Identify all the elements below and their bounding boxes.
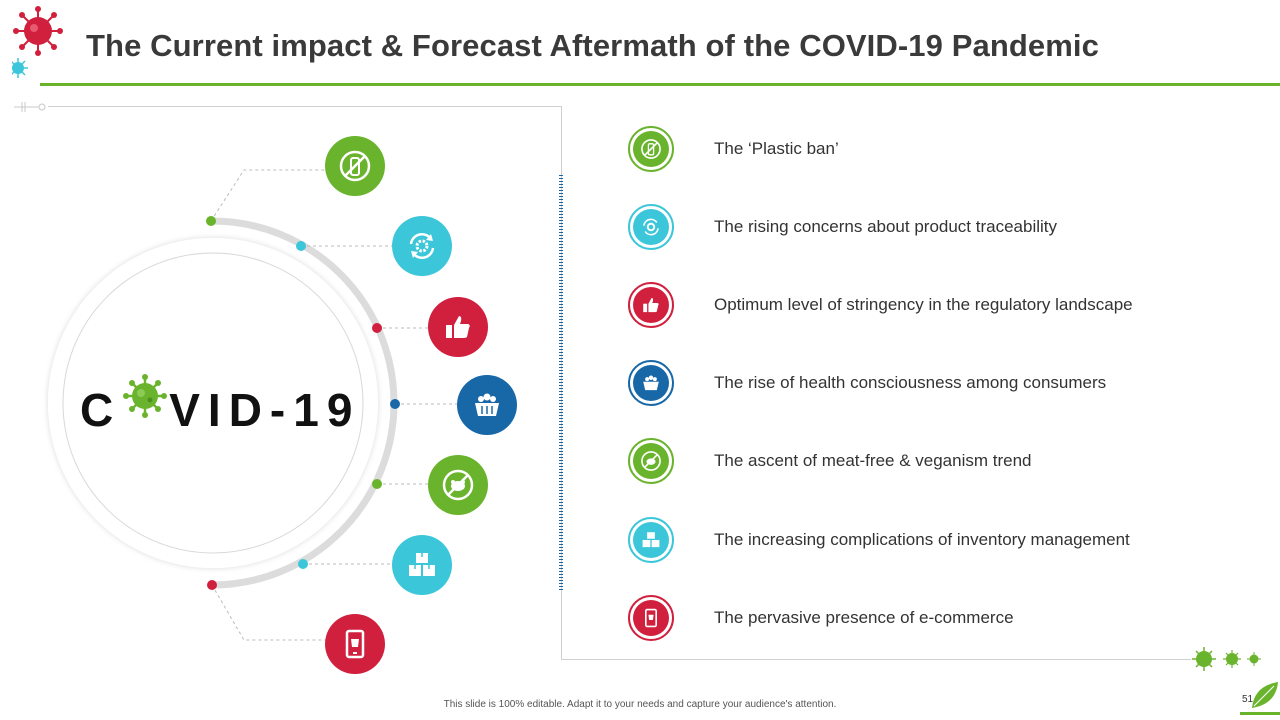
list-item-label: The increasing complications of inventor… (714, 530, 1130, 549)
no-meat-icon (641, 451, 661, 471)
green-virus-cluster-icon (1192, 647, 1261, 671)
ring-no-plastic-bottle (628, 126, 674, 172)
ring-stacked-boxes (628, 517, 674, 563)
stacked-boxes-icon (392, 535, 452, 595)
list-item: The rising concerns about product tracea… (628, 201, 1057, 253)
list-item: The rise of health consciousness among c… (628, 357, 1106, 409)
list-item-label: The ascent of meat-free & veganism trend (714, 451, 1032, 470)
stacked-boxes-icon (642, 532, 660, 548)
covid-diagram (48, 169, 458, 641)
title-underline (40, 83, 1280, 86)
mobile-shopping-icon (645, 608, 657, 628)
frame-bottom-line (561, 659, 1191, 660)
covid-suffix: VID-19 (169, 383, 361, 436)
page-number: 51 (1242, 694, 1254, 705)
no-plastic-bottle-icon (641, 139, 661, 159)
leaf-icon (1252, 682, 1278, 708)
mobile-shopping-icon (325, 614, 385, 674)
footer-note: This slide is 100% editable. Adapt it to… (443, 699, 837, 710)
list-item: The ascent of meat-free & veganism trend (628, 435, 1032, 487)
list-item-label: The pervasive presence of e-commerce (714, 608, 1014, 627)
green-virus-icon (123, 374, 168, 418)
gear-cycle-icon (643, 218, 659, 236)
ring-gear-cycle (628, 204, 674, 250)
produce-basket-icon (457, 375, 517, 435)
dotted-scale-line (559, 175, 563, 590)
covid-wordmark: C VID-19 (80, 374, 361, 437)
frame-top-line (48, 106, 562, 107)
list-item: The increasing complications of inventor… (628, 514, 1130, 566)
list-item: Optimum level of stringency in the regul… (628, 279, 1133, 331)
thumbs-up-icon (428, 297, 488, 357)
list-item-label: Optimum level of stringency in the regul… (714, 295, 1133, 314)
virus-logo-icon (12, 6, 63, 78)
list-item: The ‘Plastic ban’ (628, 123, 839, 175)
list-item: The pervasive presence of e-commerce (628, 592, 1014, 644)
covid-prefix: C (80, 383, 122, 436)
ring-no-meat (628, 438, 674, 484)
ring-thumbs-up (628, 282, 674, 328)
list-item-label: The ‘Plastic ban’ (714, 139, 839, 158)
page-number-underline (1240, 712, 1280, 715)
connector-marker-icon (14, 102, 46, 112)
gear-cycle-icon (392, 216, 452, 276)
ring-produce-basket (628, 360, 674, 406)
produce-basket-icon (643, 375, 659, 391)
list-item-label: The rise of health consciousness among c… (714, 373, 1107, 392)
thumbs-up-icon (643, 297, 659, 313)
ring-mobile-shopping (628, 595, 674, 641)
no-plastic-bottle-icon (325, 136, 385, 196)
no-meat-icon (428, 455, 488, 515)
list-item-label: The rising concerns about product tracea… (714, 217, 1058, 236)
page-title: The Current impact & Forecast Aftermath … (86, 28, 1099, 63)
